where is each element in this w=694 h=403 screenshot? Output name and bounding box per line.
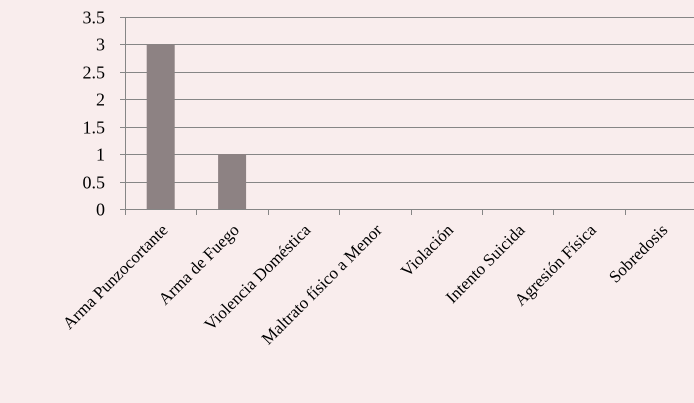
y-tick-label: 2.5 xyxy=(83,63,106,83)
y-tick-label: 1.5 xyxy=(83,118,106,138)
y-tick-label: 3 xyxy=(96,35,105,55)
axes xyxy=(120,17,694,215)
bars xyxy=(146,44,247,210)
bar xyxy=(218,154,247,209)
y-tick-label: 0 xyxy=(96,200,105,220)
bar xyxy=(146,44,175,210)
y-tick-label: 2 xyxy=(96,90,105,110)
y-tick-label: 0.5 xyxy=(83,173,106,193)
y-tick-labels: 0 0.5 1 1.5 2 2.5 3 3.5 xyxy=(83,8,106,220)
y-tick-label: 3.5 xyxy=(83,8,106,28)
y-tick-label: 1 xyxy=(96,145,105,165)
